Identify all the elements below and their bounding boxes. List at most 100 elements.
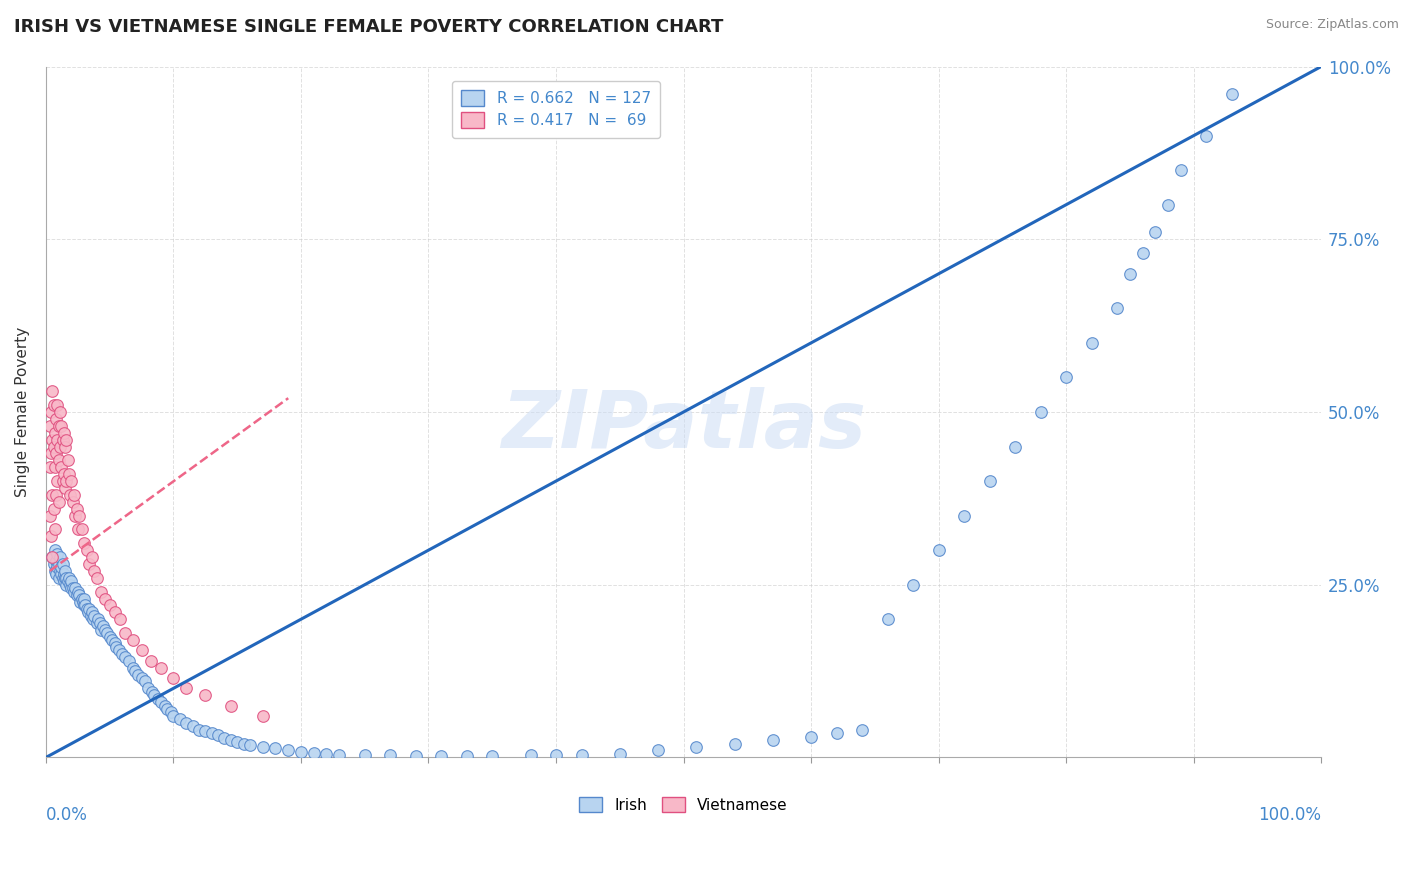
Point <box>53 481 76 495</box>
Point <box>49 564 72 578</box>
Point <box>38 460 60 475</box>
Point <box>953 508 976 523</box>
Point <box>45 412 67 426</box>
Point <box>48 571 70 585</box>
Point <box>800 730 823 744</box>
Point <box>66 523 89 537</box>
Point <box>93 623 115 637</box>
Point <box>53 571 76 585</box>
Point <box>73 599 96 613</box>
Point <box>519 748 541 763</box>
Point <box>90 584 112 599</box>
Point <box>73 591 96 606</box>
Point <box>89 615 111 630</box>
Point <box>1157 198 1180 212</box>
Point <box>51 567 73 582</box>
Point <box>141 685 163 699</box>
Point <box>60 581 83 595</box>
Point <box>51 557 73 571</box>
Point <box>65 508 87 523</box>
Point <box>39 529 62 543</box>
Point <box>174 681 197 696</box>
Point <box>1029 405 1052 419</box>
Point <box>104 636 127 650</box>
Point <box>79 557 101 571</box>
Point <box>153 698 176 713</box>
Point <box>277 743 299 757</box>
Point <box>127 667 149 681</box>
Point <box>59 577 82 591</box>
Point <box>62 581 84 595</box>
Point <box>98 599 121 613</box>
Point <box>302 746 325 760</box>
Point <box>48 418 70 433</box>
Point <box>252 739 274 754</box>
Point <box>55 571 77 585</box>
Point <box>52 574 75 589</box>
Point <box>1144 226 1167 240</box>
Point <box>901 577 924 591</box>
Point <box>41 488 63 502</box>
Point <box>1004 440 1026 454</box>
Point <box>79 602 101 616</box>
Point <box>93 591 115 606</box>
Text: Source: ZipAtlas.com: Source: ZipAtlas.com <box>1265 18 1399 31</box>
Point <box>52 425 75 440</box>
Point <box>134 674 156 689</box>
Point <box>1170 163 1192 178</box>
Point <box>290 745 312 759</box>
Text: 100.0%: 100.0% <box>1258 805 1322 823</box>
Point <box>60 574 83 589</box>
Point <box>96 626 118 640</box>
Point <box>46 547 69 561</box>
Point <box>38 508 60 523</box>
Point <box>571 747 593 762</box>
Point <box>90 623 112 637</box>
Point <box>55 433 77 447</box>
Legend: Irish, Vietnamese: Irish, Vietnamese <box>572 790 794 819</box>
Point <box>105 640 128 654</box>
Point <box>1195 128 1218 143</box>
Point <box>69 595 91 609</box>
Point <box>1105 301 1128 316</box>
Point <box>62 495 84 509</box>
Point <box>405 749 427 764</box>
Point <box>876 612 898 626</box>
Text: IRISH VS VIETNAMESE SINGLE FEMALE POVERTY CORRELATION CHART: IRISH VS VIETNAMESE SINGLE FEMALE POVERT… <box>14 18 724 36</box>
Point <box>226 735 249 749</box>
Point <box>65 588 87 602</box>
Point <box>80 605 103 619</box>
Point <box>41 384 63 399</box>
Point <box>60 474 83 488</box>
Point <box>53 440 76 454</box>
Point <box>315 747 337 761</box>
Point <box>214 731 236 745</box>
Point <box>56 574 79 589</box>
Point <box>67 508 90 523</box>
Point <box>219 733 242 747</box>
Point <box>86 571 108 585</box>
Point <box>38 418 60 433</box>
Point <box>87 612 110 626</box>
Point <box>201 726 224 740</box>
Point <box>70 523 93 537</box>
Point <box>52 567 75 582</box>
Point <box>149 660 172 674</box>
Point <box>73 536 96 550</box>
Point <box>42 557 65 571</box>
Point <box>609 747 631 761</box>
Point <box>51 571 73 585</box>
Point <box>48 495 70 509</box>
Point <box>156 702 179 716</box>
Point <box>131 643 153 657</box>
Text: ZIPatlas: ZIPatlas <box>501 387 866 465</box>
Point <box>121 660 143 674</box>
Point <box>46 474 69 488</box>
Point <box>1080 335 1102 350</box>
Point <box>49 440 72 454</box>
Point <box>49 405 72 419</box>
Point <box>58 571 80 585</box>
Point <box>75 599 97 613</box>
Point <box>52 467 75 482</box>
Point <box>77 605 100 619</box>
